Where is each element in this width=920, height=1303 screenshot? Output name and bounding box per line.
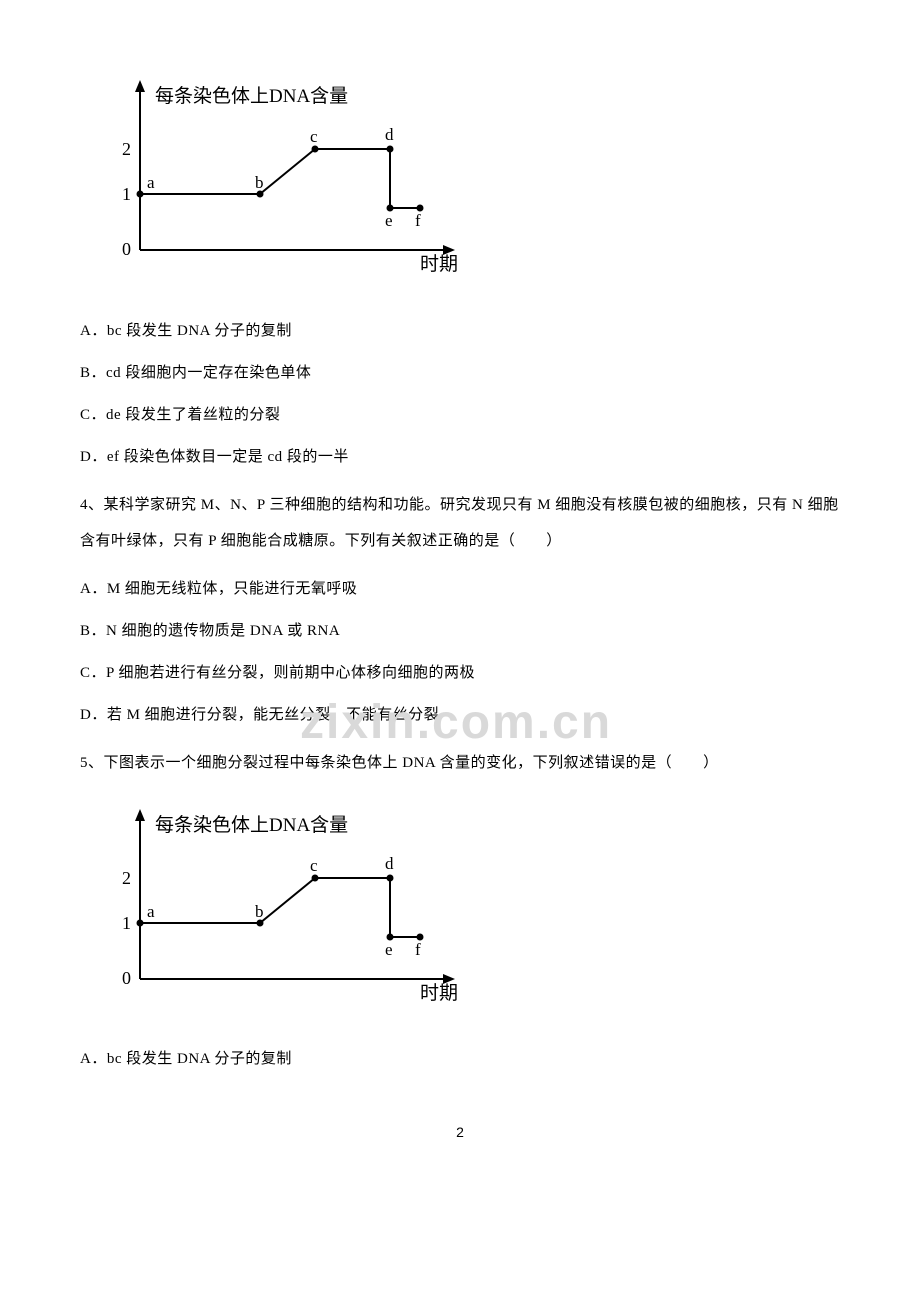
point-e-2: e [385, 940, 393, 959]
point-f-2: f [415, 940, 421, 959]
point-e-1: e [385, 211, 393, 230]
option-q4-b: B．N 细胞的遗传物质是 DNA 或 RNA [80, 619, 840, 643]
ytick-0: 0 [122, 239, 131, 259]
ytick-2-2: 2 [122, 868, 131, 888]
x-axis-label-2: 时期 [420, 982, 458, 1004]
y-axis-label-2: 每条染色体上DNA含量 [155, 814, 348, 836]
page-number: 2 [80, 1121, 840, 1143]
chart-dna-content-2: 每条染色体上DNA含量 时期 0 1 2 a b c d e f [100, 799, 840, 1018]
point-b-2: b [255, 902, 264, 921]
question-5: 5、下图表示一个细胞分裂过程中每条染色体上 DNA 含量的变化，下列叙述错误的是… [80, 745, 840, 781]
ytick-1-2: 1 [122, 913, 131, 933]
chart-dna-content-1: 每条染色体上DNA含量 时期 0 1 2 a b c d e f [100, 70, 840, 289]
ytick-2: 2 [122, 139, 131, 159]
x-axis-label-1: 时期 [420, 253, 458, 275]
ytick-1: 1 [122, 184, 131, 204]
option-q5-a: A．bc 段发生 DNA 分子的复制 [80, 1047, 840, 1071]
ytick-0-2: 0 [122, 968, 131, 988]
point-a-1: a [147, 173, 155, 192]
option-q4-c: C．P 细胞若进行有丝分裂，则前期中心体移向细胞的两极 [80, 661, 840, 685]
y-axis-label-1: 每条染色体上DNA含量 [155, 85, 348, 107]
option-q3-a: A．bc 段发生 DNA 分子的复制 [80, 319, 840, 343]
point-b-1: b [255, 173, 264, 192]
point-d-2: d [385, 854, 394, 873]
point-f-1: f [415, 211, 421, 230]
option-q3-d: D．ef 段染色体数目一定是 cd 段的一半 [80, 445, 840, 469]
option-q4-a: A．M 细胞无线粒体，只能进行无氧呼吸 [80, 577, 840, 601]
option-q4-d: D．若 M 细胞进行分裂，能无丝分裂，不能有丝分裂 [80, 703, 840, 727]
point-c-1: c [310, 127, 318, 146]
point-d-1: d [385, 125, 394, 144]
point-c-2: c [310, 856, 318, 875]
option-q3-c: C．de 段发生了着丝粒的分裂 [80, 403, 840, 427]
option-q3-b: B．cd 段细胞内一定存在染色单体 [80, 361, 840, 385]
question-4: 4、某科学家研究 M、N、P 三种细胞的结构和功能。研究发现只有 M 细胞没有核… [80, 487, 840, 559]
point-a-2: a [147, 902, 155, 921]
